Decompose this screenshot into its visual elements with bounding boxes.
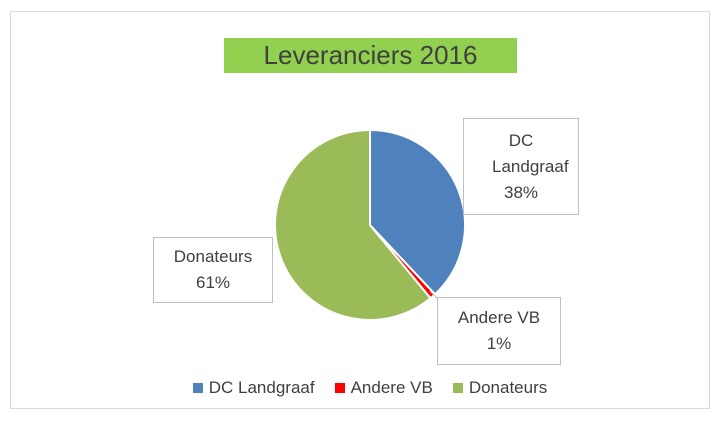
callout-name: DC Landgraaf [492, 130, 569, 176]
legend: DC Landgraaf Andere VB Donateurs [0, 378, 723, 398]
chart-frame [10, 11, 710, 409]
callout-value: 38% [503, 182, 539, 202]
legend-swatch [192, 383, 203, 393]
legend-item: Donateurs [452, 378, 548, 398]
legend-label: Andere VB [350, 378, 433, 397]
data-callout: Andere VB 1% [437, 297, 561, 365]
pie-slice [369, 128, 466, 296]
callout-value: 61% [195, 273, 231, 292]
callout-value: 1% [486, 334, 512, 353]
legend-swatch [334, 383, 345, 393]
legend-label: Donateurs [468, 378, 548, 397]
data-callout: Donateurs 61% [153, 237, 273, 303]
leader-line [429, 290, 438, 299]
legend-label: DC Landgraaf [208, 378, 315, 397]
legend-item: Andere VB [334, 378, 433, 398]
pie-slice [274, 128, 432, 321]
legend-swatch [452, 383, 463, 393]
callout-name: Andere VB [457, 308, 541, 327]
data-callout: DC Landgraaf 38% [463, 118, 579, 215]
callout-name: Donateurs [173, 247, 253, 266]
chart-title: Leveranciers 2016 [224, 38, 517, 73]
legend-item: DC Landgraaf [192, 378, 315, 398]
